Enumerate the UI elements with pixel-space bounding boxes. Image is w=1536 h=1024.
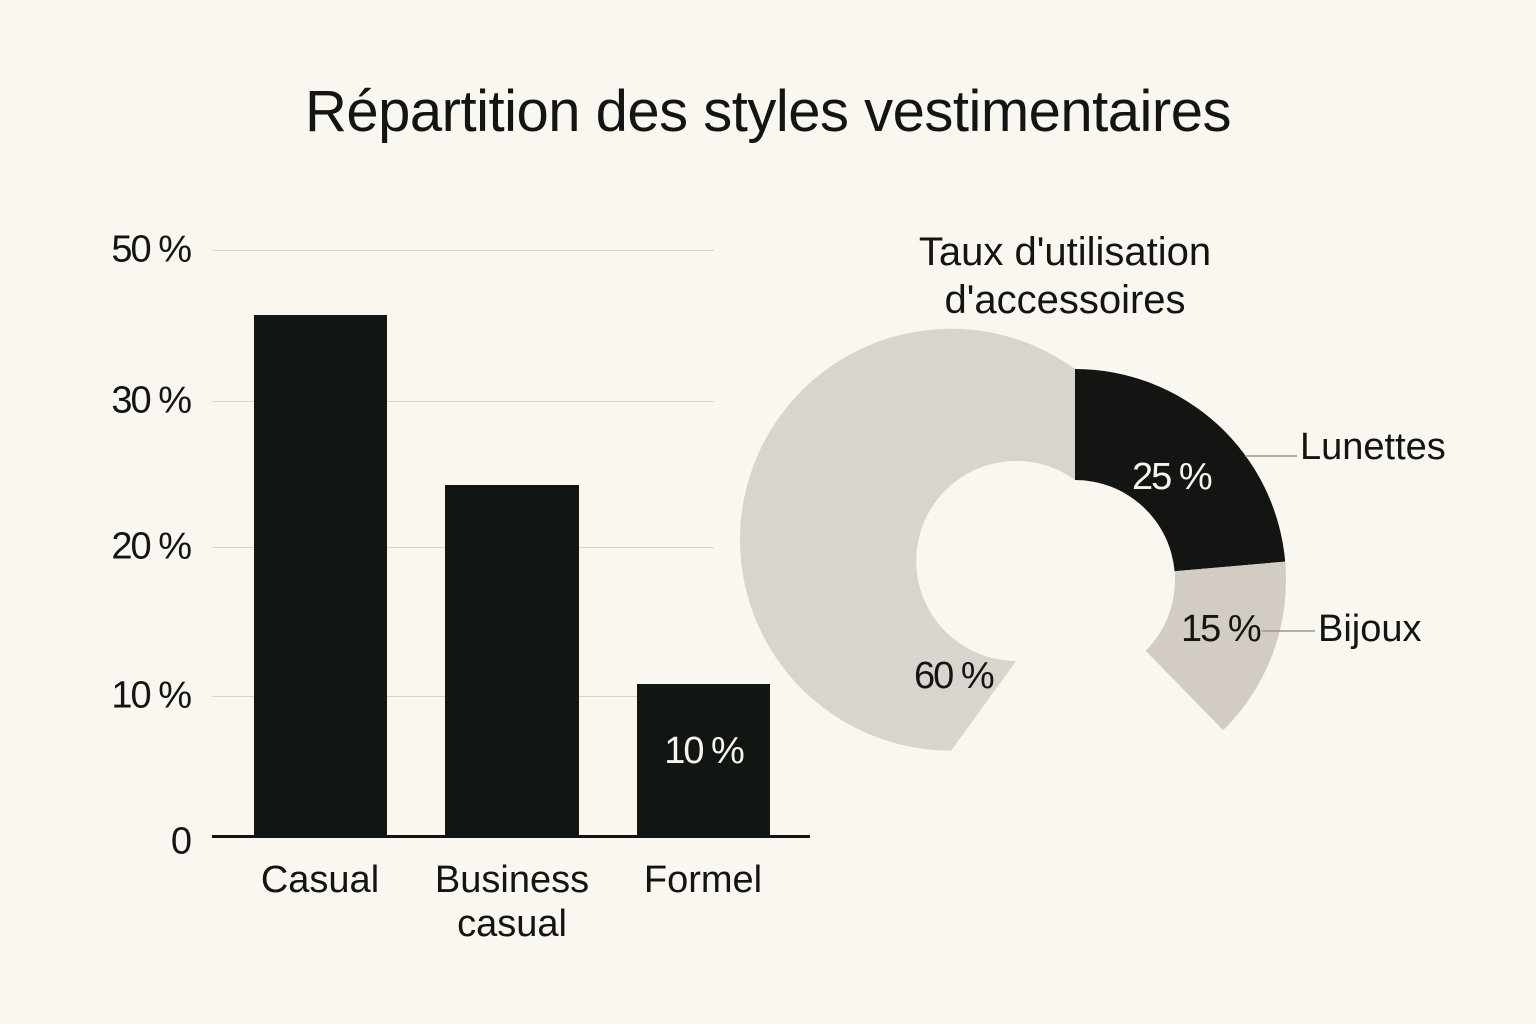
slice-value-other: 60 %: [914, 655, 995, 697]
donut-slice-other: [739, 328, 1075, 751]
y-tick-label: 20 %: [111, 525, 192, 568]
donut-slice-bijoux: [1145, 561, 1287, 731]
slice-value-bijoux: 15 %: [1181, 608, 1262, 650]
slice-value-lunettes: 25 %: [1132, 456, 1213, 498]
x-axis-line: [212, 835, 810, 838]
x-label-formel: Formel: [643, 859, 763, 901]
bar-value-label: 10 %: [664, 730, 745, 772]
y-tick-label: 0: [170, 820, 192, 863]
gridline: [212, 250, 714, 251]
legend-label-lunettes: Lunettes: [1300, 426, 1446, 468]
donut-title-line: d'accessoires: [944, 278, 1186, 322]
gridline: [212, 401, 714, 402]
x-label-line: casual: [457, 903, 567, 945]
x-label-business-casual: Business casual: [422, 858, 602, 946]
donut-title: Taux d'utilisation d'accessoires: [860, 228, 1270, 324]
bar-business-casual: [445, 485, 579, 836]
x-label-casual: Casual: [260, 859, 380, 901]
chart-title: Répartition des styles vestimentaires: [304, 79, 1232, 144]
x-label-line: Business: [434, 859, 590, 901]
y-tick-label: 10 %: [111, 674, 192, 717]
bar-casual: [254, 315, 387, 836]
donut-title-line: Taux d'utilisation: [918, 230, 1212, 274]
y-tick-label: 50 %: [111, 228, 192, 271]
donut-slice-lunettes: [1075, 368, 1286, 572]
legend-label-bijoux: Bijoux: [1318, 608, 1422, 650]
y-tick-label: 30 %: [111, 379, 192, 422]
bar-formel: 10 %: [637, 684, 770, 836]
